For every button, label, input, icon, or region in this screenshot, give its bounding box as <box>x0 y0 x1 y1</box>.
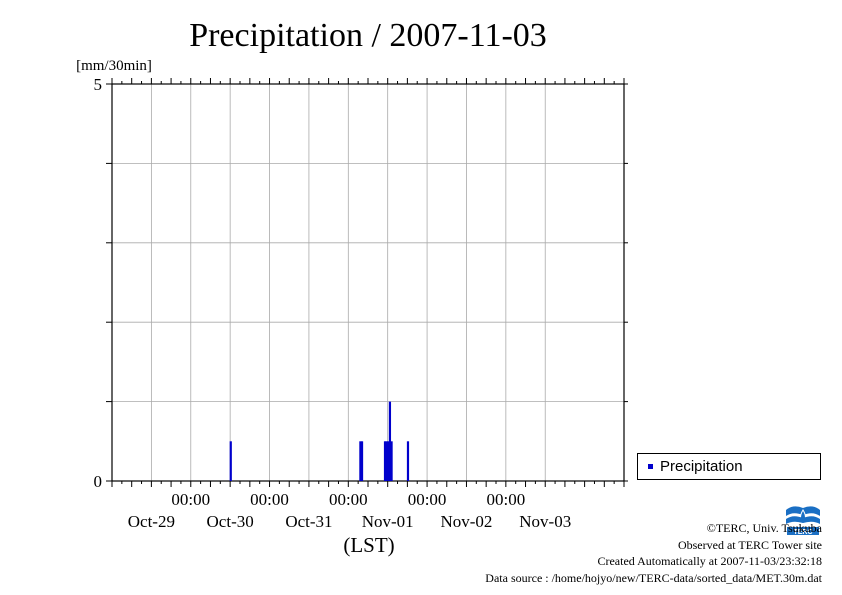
x-tick-label-time: 00:00 <box>250 490 289 509</box>
x-axis-label: (LST) <box>343 533 394 557</box>
x-tick-label-date: Oct-29 <box>128 512 175 531</box>
precipitation-bar <box>388 401 392 481</box>
x-tick-label-date: Nov-01 <box>362 512 414 531</box>
precipitation-bar <box>360 441 364 481</box>
legend-label: Precipitation <box>660 458 743 475</box>
precipitation-bar <box>383 441 387 481</box>
bars <box>229 401 410 481</box>
logo-text: TERC <box>793 529 812 536</box>
precipitation-bar <box>385 441 388 481</box>
grid <box>112 84 624 481</box>
observed-text: Observed at TERC Tower site <box>677 537 822 552</box>
precipitation-bar <box>359 441 362 481</box>
x-tick-label-date: Nov-03 <box>519 512 571 531</box>
precipitation-bar <box>229 441 232 481</box>
y-axis-label: [mm/30min] <box>76 58 152 74</box>
chart-title: Precipitation / 2007-11-03 <box>189 17 547 54</box>
plot-frame <box>111 83 625 482</box>
y-tick-label: 5 <box>94 75 103 94</box>
terc-logo: TERC <box>783 502 823 536</box>
precipitation-bar <box>390 441 393 481</box>
credits: ©TERC, Univ. Tsukuba Observed at TERC To… <box>485 520 822 586</box>
x-tick-label-date: Oct-31 <box>285 512 332 531</box>
source-text: Data source : /home/hojyo/new/TERC-data/… <box>485 570 822 585</box>
x-tick-label-time: 00:00 <box>171 490 210 509</box>
x-tick-label-time: 00:00 <box>486 490 525 509</box>
x-tick-label-date: Oct-30 <box>207 512 254 531</box>
tick-labels: 0 5 00:00 00:00 00:00 00:00 00:00 Oct-29 Oct-30 O… <box>94 75 572 531</box>
precipitation-bar <box>387 441 390 481</box>
x-tick-label-time: 00:00 <box>408 490 447 509</box>
axis-ticks <box>106 78 628 487</box>
precipitation-bar <box>406 441 410 481</box>
legend-swatch <box>648 464 653 469</box>
copyright-text: ©TERC, Univ. Tsukuba <box>706 521 822 535</box>
legend: Precipitation <box>637 453 821 480</box>
x-tick-label-date: Nov-02 <box>440 512 492 531</box>
y-tick-label: 0 <box>94 472 103 491</box>
created-text: Created Automatically at 2007-11-03/23:3… <box>597 554 822 568</box>
x-tick-label-time: 00:00 <box>329 490 368 509</box>
